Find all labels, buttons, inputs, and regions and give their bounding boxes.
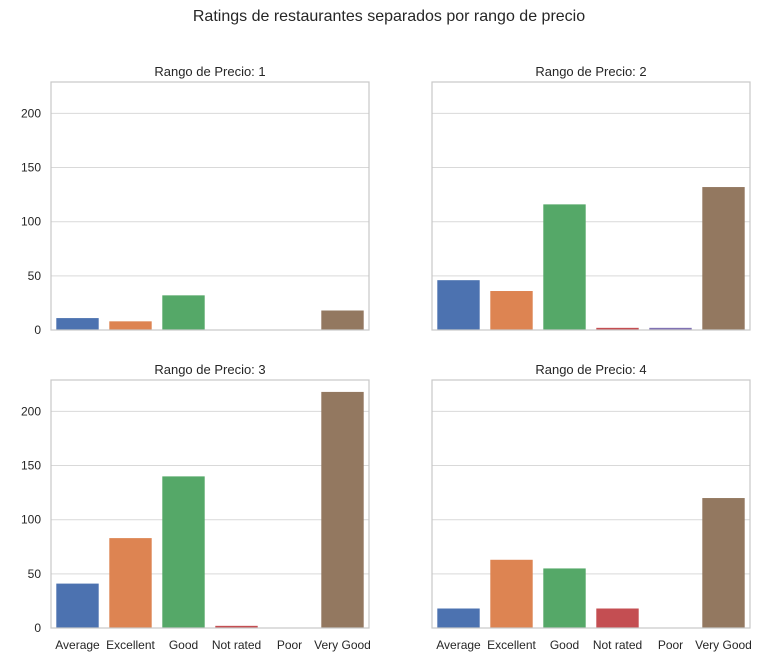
panel-title: Rango de Precio: 1 <box>154 64 265 79</box>
bar-not-rated <box>596 327 639 330</box>
plot-area <box>432 82 750 330</box>
bar-average <box>56 583 99 628</box>
bar-not-rated <box>215 625 258 628</box>
panel-3: Rango de Precio: 3 0 50 100 150 200 Average Exc… <box>21 362 371 652</box>
bar-good <box>162 295 205 330</box>
bar-poor <box>649 327 692 330</box>
plot-area <box>432 380 750 628</box>
y-tick-label: 50 <box>28 567 42 581</box>
bar-good <box>162 476 205 628</box>
panel-2: Rango de Precio: 2 <box>431 64 751 331</box>
y-tick-label: 100 <box>21 215 41 229</box>
y-tick-label: 100 <box>21 513 41 527</box>
bar-excellent <box>490 291 533 330</box>
bar-very-good <box>702 498 745 628</box>
bar-average <box>437 280 480 330</box>
x-tick-label: Excellent <box>487 638 536 652</box>
axes-frame <box>431 81 751 331</box>
axes-frame <box>50 81 370 331</box>
x-tick-label: Not rated <box>212 638 261 652</box>
figure-title: Ratings de restaurantes separados por ra… <box>192 8 586 25</box>
plot-area <box>51 82 369 330</box>
panel-1: Rango de Precio: 1 0 50 100 150 200 <box>21 64 370 337</box>
y-tick-label: 200 <box>21 404 41 418</box>
bar-not-rated <box>596 608 639 628</box>
panel-4: Rango de Precio: 4 Average Excellent Good No… <box>431 362 752 652</box>
bar-very-good <box>321 391 364 628</box>
x-tick-label: Good <box>550 638 579 652</box>
x-tick-label: Poor <box>277 638 302 652</box>
bar-excellent <box>490 559 533 628</box>
bar-excellent <box>109 538 152 628</box>
y-tick-label: 150 <box>21 459 41 473</box>
x-tick-label: Good <box>169 638 198 652</box>
y-tick-label: 0 <box>34 323 41 337</box>
bar-good <box>543 204 586 330</box>
y-tick-label: 0 <box>34 621 41 635</box>
x-tick-label: Average <box>55 638 100 652</box>
panel-title: Rango de Precio: 2 <box>535 64 646 79</box>
x-tick-label: Very Good <box>314 638 371 652</box>
plot-area <box>51 380 369 628</box>
x-tick-label: Not rated <box>593 638 642 652</box>
panel-title: Rango de Precio: 3 <box>154 362 265 377</box>
panel-title: Rango de Precio: 4 <box>535 362 646 377</box>
y-tick-label: 150 <box>21 161 41 175</box>
bar-excellent <box>109 321 152 330</box>
x-tick-label: Very Good <box>695 638 752 652</box>
axes-frame <box>431 379 751 629</box>
x-tick-label: Poor <box>658 638 683 652</box>
x-tick-label: Average <box>436 638 481 652</box>
y-tick-label: 50 <box>28 269 42 283</box>
bar-very-good <box>321 310 364 330</box>
x-tick-label: Excellent <box>106 638 155 652</box>
axes-frame <box>50 379 370 629</box>
y-tick-label: 200 <box>21 106 41 120</box>
bar-average <box>56 318 99 330</box>
bar-average <box>437 608 480 628</box>
bar-good <box>543 568 586 628</box>
bar-very-good <box>702 187 745 330</box>
